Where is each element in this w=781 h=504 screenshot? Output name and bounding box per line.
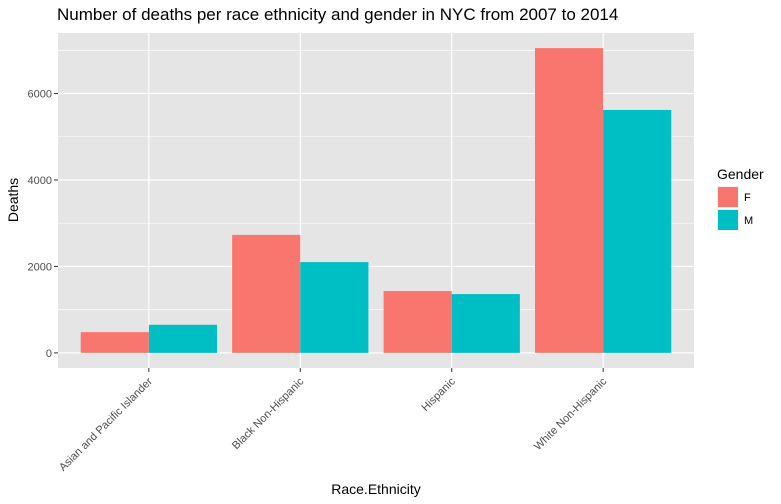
x-axis-ticks: Asian and Pacific Islander Black Non-Hisp… (57, 368, 610, 474)
y-tick-label: 2000 (28, 261, 52, 273)
x-axis-title: Race.Ethnicity (331, 481, 420, 497)
legend-keys: FM (717, 186, 753, 231)
legend-title: Gender (717, 166, 764, 182)
bar-f-2 (383, 291, 452, 353)
bar-m-3 (603, 109, 672, 353)
y-tick-label: 0 (46, 348, 52, 360)
chart-title: Number of deaths per race ethnicity and … (57, 5, 618, 24)
x-tick-label: Asian and Pacific Islander (57, 375, 155, 473)
bar-m-2 (451, 294, 520, 353)
legend-label-f: F (744, 192, 751, 204)
y-tick-label: 6000 (28, 89, 52, 101)
legend-key-f (718, 187, 738, 207)
x-tick-label: White Non-Hispanic (532, 375, 610, 453)
bars (80, 48, 672, 353)
bar-f-0 (80, 332, 149, 353)
legend-key-m (718, 210, 738, 230)
bar-m-0 (148, 324, 217, 353)
bar-f-1 (232, 234, 301, 353)
y-axis-title: Deaths (5, 178, 21, 222)
x-tick-label: Black Non-Hispanic (230, 375, 307, 452)
y-tick-label: 4000 (28, 175, 52, 187)
x-tick-label: Hispanic (420, 375, 459, 414)
legend-label-m: M (744, 215, 753, 227)
y-axis-ticks: 0 2000 4000 6000 (28, 89, 58, 360)
legend: Gender FM (717, 166, 764, 231)
bar-f-3 (535, 48, 604, 353)
bar-m-1 (300, 262, 369, 353)
